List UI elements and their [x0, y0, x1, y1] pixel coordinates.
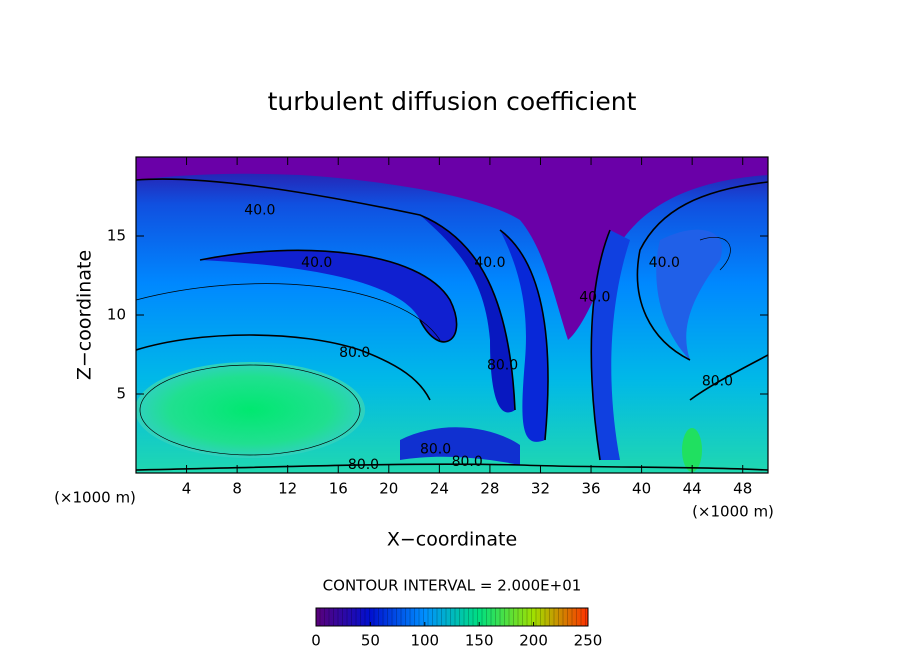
- x-tick-label: 16: [329, 480, 348, 498]
- x-tick-label: 48: [733, 480, 752, 498]
- colorbar-tick-label: 200: [519, 632, 548, 650]
- contour-lines: [136, 178, 768, 471]
- annotation: CONTOUR INTERVAL = 2.000E+01: [323, 577, 582, 595]
- x-axis-label: X−coordinate: [387, 529, 517, 551]
- contour-label: 80.0: [702, 373, 733, 389]
- contour-label: 80.0: [339, 345, 370, 361]
- x-tick-label: 24: [430, 480, 449, 498]
- field-region: [500, 230, 548, 442]
- x-tick-label: 36: [581, 480, 600, 498]
- x-tick-label: 8: [232, 480, 242, 498]
- field-region: [656, 229, 722, 360]
- colorbar-tick-label: 0: [311, 632, 321, 650]
- y-tick-label: 15: [107, 227, 126, 245]
- contour-lines: [136, 237, 731, 456]
- contour-label: 40.0: [301, 255, 332, 271]
- field: [136, 157, 768, 473]
- x-tick-label: 12: [278, 480, 297, 498]
- field-region: [591, 230, 630, 460]
- y-tick-label: 10: [107, 306, 126, 324]
- colorbar-tick-label: 50: [361, 632, 380, 650]
- x-tick-label: 28: [480, 480, 499, 498]
- x-tick-label: 32: [531, 480, 550, 498]
- contour-label: 80.0: [487, 358, 518, 374]
- x-tick-label: 20: [379, 480, 398, 498]
- contour-label: 40.0: [579, 290, 610, 306]
- contour-label: 40.0: [244, 203, 275, 219]
- field-region: [400, 427, 520, 465]
- x-tick-label: 40: [632, 480, 651, 498]
- y-axis-label: Z−coordinate: [74, 250, 96, 380]
- field-region: [200, 250, 457, 342]
- x-unit-label: (×1000 m): [692, 503, 774, 521]
- field-region: [136, 362, 365, 458]
- contour-label: 80.0: [452, 454, 483, 470]
- y-tick-label: 5: [116, 385, 126, 403]
- x-unit-label: (×1000 m): [54, 489, 136, 507]
- colorbar-tick-label: 150: [465, 632, 494, 650]
- contour-label: 40.0: [474, 255, 505, 271]
- x-tick-label: 4: [182, 480, 192, 498]
- colorbar-tick-label: 100: [410, 632, 439, 650]
- field-region: [420, 215, 515, 413]
- contour-label: 40.0: [649, 255, 680, 271]
- contour-label: 80.0: [420, 441, 451, 457]
- contour-label: 80.0: [348, 457, 379, 473]
- field-region: [136, 157, 768, 340]
- x-tick-label: 44: [683, 480, 702, 498]
- field-region: [682, 428, 702, 472]
- colorbar: [315, 607, 589, 627]
- chart-title: turbulent diffusion coefficient: [268, 87, 637, 116]
- colorbar-tick-label: 250: [574, 632, 603, 650]
